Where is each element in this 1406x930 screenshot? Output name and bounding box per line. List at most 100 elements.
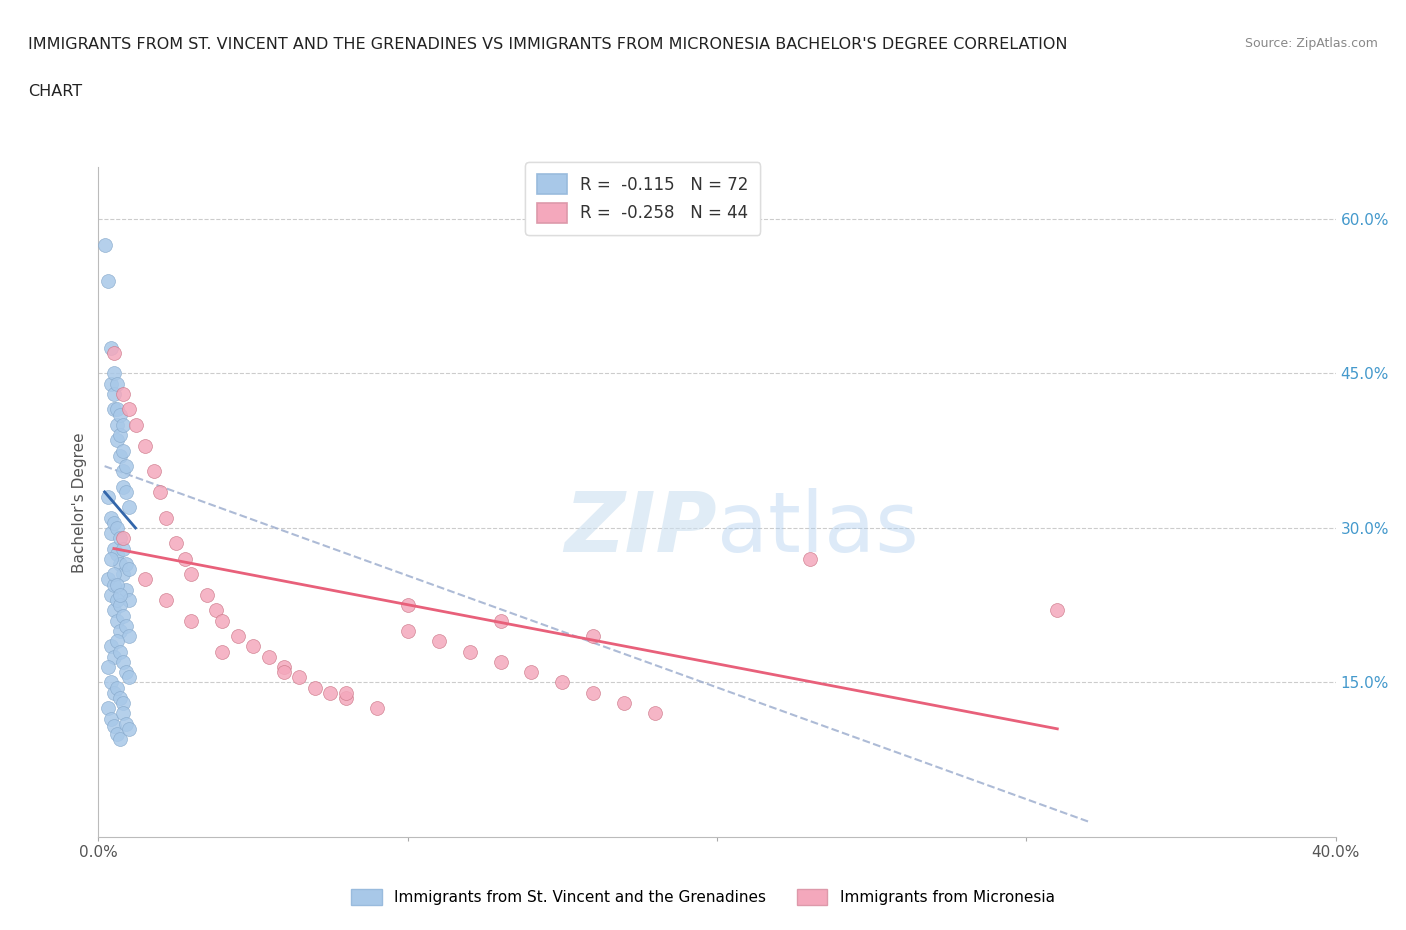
Point — [103, 402, 125, 417]
Text: Source: ZipAtlas.com: Source: ZipAtlas.com — [1244, 37, 1378, 50]
Point — [93, 237, 115, 252]
Point — [108, 407, 131, 422]
Point — [112, 479, 135, 494]
Text: IMMIGRANTS FROM ST. VINCENT AND THE GRENADINES VS IMMIGRANTS FROM MICRONESIA BAC: IMMIGRANTS FROM ST. VINCENT AND THE GREN… — [28, 37, 1067, 52]
Point — [489, 655, 512, 670]
Point — [366, 701, 388, 716]
Point — [257, 649, 280, 664]
Point — [103, 541, 125, 556]
Point — [112, 444, 135, 458]
Point — [97, 489, 120, 504]
Point — [112, 706, 135, 721]
Point — [582, 629, 605, 644]
Point — [149, 485, 172, 499]
Point — [105, 546, 128, 561]
Point — [112, 696, 135, 711]
Point — [335, 690, 357, 705]
Point — [112, 655, 135, 670]
Point — [115, 556, 138, 571]
Point — [103, 649, 125, 664]
Point — [118, 722, 141, 737]
Point — [108, 556, 131, 571]
Legend: Immigrants from St. Vincent and the Grenadines, Immigrants from Micronesia: Immigrants from St. Vincent and the Gren… — [344, 881, 1062, 913]
Point — [396, 623, 419, 638]
Point — [103, 567, 125, 582]
Point — [520, 665, 543, 680]
Point — [134, 438, 156, 453]
Point — [582, 685, 605, 700]
Point — [115, 485, 138, 499]
Point — [396, 598, 419, 613]
Point — [112, 567, 135, 582]
Point — [143, 464, 166, 479]
Point — [195, 588, 218, 603]
Point — [108, 598, 131, 613]
Point — [118, 562, 141, 577]
Point — [1046, 603, 1069, 618]
Point — [226, 629, 249, 644]
Point — [103, 718, 125, 733]
Point — [105, 726, 128, 741]
Point — [108, 588, 131, 603]
Point — [112, 387, 135, 402]
Point — [105, 433, 128, 448]
Point — [103, 685, 125, 700]
Point — [427, 634, 450, 649]
Point — [112, 418, 135, 432]
Point — [105, 377, 128, 392]
Point — [112, 608, 135, 623]
Point — [319, 685, 342, 700]
Text: ZIP: ZIP — [564, 488, 717, 569]
Legend: R =  -0.115   N = 72, R =  -0.258   N = 44: R = -0.115 N = 72, R = -0.258 N = 44 — [526, 163, 761, 234]
Point — [108, 448, 131, 463]
Point — [105, 418, 128, 432]
Point — [551, 675, 574, 690]
Point — [112, 541, 135, 556]
Point — [105, 592, 128, 607]
Text: atlas: atlas — [717, 488, 918, 569]
Point — [105, 521, 128, 536]
Point — [489, 613, 512, 628]
Point — [115, 582, 138, 597]
Point — [108, 531, 131, 546]
Text: CHART: CHART — [28, 84, 82, 99]
Point — [118, 500, 141, 515]
Point — [103, 515, 125, 530]
Point — [112, 464, 135, 479]
Point — [115, 618, 138, 633]
Point — [100, 511, 122, 525]
Point — [205, 603, 228, 618]
Point — [613, 696, 636, 711]
Point — [105, 578, 128, 592]
Point — [97, 659, 120, 674]
Point — [134, 572, 156, 587]
Point — [118, 629, 141, 644]
Point — [100, 525, 122, 540]
Point — [97, 273, 120, 288]
Point — [108, 690, 131, 705]
Point — [103, 387, 125, 402]
Point — [118, 592, 141, 607]
Point — [155, 592, 177, 607]
Point — [100, 588, 122, 603]
Point — [105, 634, 128, 649]
Point — [273, 659, 295, 674]
Point — [105, 613, 128, 628]
Point — [174, 551, 197, 566]
Point — [103, 603, 125, 618]
Point — [103, 366, 125, 381]
Point — [105, 680, 128, 695]
Point — [799, 551, 821, 566]
Point — [155, 511, 177, 525]
Point — [103, 345, 125, 360]
Point — [304, 680, 326, 695]
Point — [97, 701, 120, 716]
Point — [100, 639, 122, 654]
Point — [335, 685, 357, 700]
Point — [180, 567, 202, 582]
Point — [242, 639, 264, 654]
Point — [97, 572, 120, 587]
Point — [644, 706, 666, 721]
Point — [115, 716, 138, 731]
Y-axis label: Bachelor's Degree: Bachelor's Degree — [72, 432, 87, 573]
